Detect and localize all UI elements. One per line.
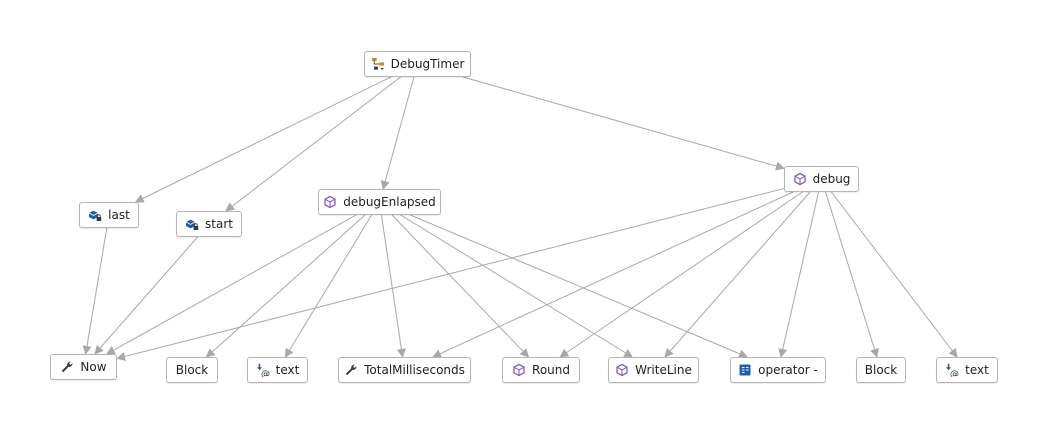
node-debug[interactable]: debug xyxy=(784,166,859,192)
edge-debugEnlapsed-to-operatorMinus xyxy=(410,214,748,358)
edge-debug-to-WriteLine xyxy=(664,191,811,358)
node-label: DebugTimer xyxy=(390,57,465,71)
node-round[interactable]: Round xyxy=(502,357,580,383)
edge-DebugTimer-to-debug xyxy=(463,76,785,171)
edge-DebugTimer-to-start xyxy=(225,76,401,212)
method-icon xyxy=(512,363,526,377)
method-icon xyxy=(793,172,807,186)
edge-debugEnlapsed-to-WriteLine xyxy=(400,214,634,358)
edge-debugEnlapsed-to-TotalMilliseconds xyxy=(380,214,406,358)
private-field-icon xyxy=(88,208,102,222)
parameter-icon: @ xyxy=(256,363,270,377)
edge-debug-to-operatorMinus xyxy=(778,191,820,358)
property-icon xyxy=(60,360,74,374)
node-start[interactable]: start xyxy=(176,211,242,237)
edge-debug-to-Round xyxy=(559,191,803,358)
node-label: Round xyxy=(532,363,570,377)
edge-debugEnlapsed-to-Round xyxy=(391,214,530,358)
property-icon xyxy=(344,363,358,377)
parameter-icon: @ xyxy=(945,363,959,377)
node-now[interactable]: Now xyxy=(50,354,117,380)
node-label: WriteLine xyxy=(635,363,692,377)
node-label: Block xyxy=(864,363,898,377)
edge-debugEnlapsed-to-text1 xyxy=(284,214,373,358)
node-text[interactable]: @ text xyxy=(247,357,308,383)
node-label: text xyxy=(275,363,300,377)
node-label: debug xyxy=(812,172,851,186)
operator-icon xyxy=(738,363,752,377)
edge-debug-to-Now xyxy=(116,188,785,361)
node-label: start xyxy=(205,217,233,231)
method-icon xyxy=(323,195,337,209)
edge-debug-to-text2 xyxy=(831,191,958,358)
node-label: debugEnlapsed xyxy=(343,195,436,209)
node-label: last xyxy=(108,208,130,222)
node-writeline[interactable]: WriteLine xyxy=(608,357,699,383)
edge-last-to-Now xyxy=(82,227,108,355)
node-block[interactable]: Block xyxy=(166,357,218,383)
edge-start-to-Now xyxy=(94,236,198,355)
class-icon xyxy=(371,57,385,71)
edge-debugEnlapsed-to-Block1 xyxy=(205,214,366,358)
method-icon xyxy=(615,363,629,377)
private-field-icon xyxy=(185,217,199,231)
node-block[interactable]: Block xyxy=(856,357,906,383)
node-last[interactable]: last xyxy=(79,202,139,228)
node-totalmilliseconds[interactable]: TotalMilliseconds xyxy=(338,357,471,383)
edge-DebugTimer-to-last xyxy=(134,76,392,203)
edge-debug-to-Block2 xyxy=(825,191,879,358)
node-label: text xyxy=(965,363,989,377)
svg-text:@: @ xyxy=(950,369,959,377)
node-label: Block xyxy=(175,363,209,377)
node-debugenlapsed[interactable]: debugEnlapsed xyxy=(318,189,441,215)
edge-debugEnlapsed-to-Now xyxy=(106,214,357,355)
node-label: TotalMilliseconds xyxy=(364,363,465,377)
node-label: Now xyxy=(80,360,107,374)
edge-debug-to-TotalMilliseconds xyxy=(432,191,794,358)
node-debugtimer[interactable]: DebugTimer xyxy=(364,51,471,77)
svg-text:@: @ xyxy=(261,369,270,377)
node-label: operator - xyxy=(758,363,818,377)
node-operator-minus[interactable]: operator - xyxy=(730,357,826,383)
edge-DebugTimer-to-debugEnlapsed xyxy=(380,76,415,190)
node-text[interactable]: @ text xyxy=(936,357,998,383)
